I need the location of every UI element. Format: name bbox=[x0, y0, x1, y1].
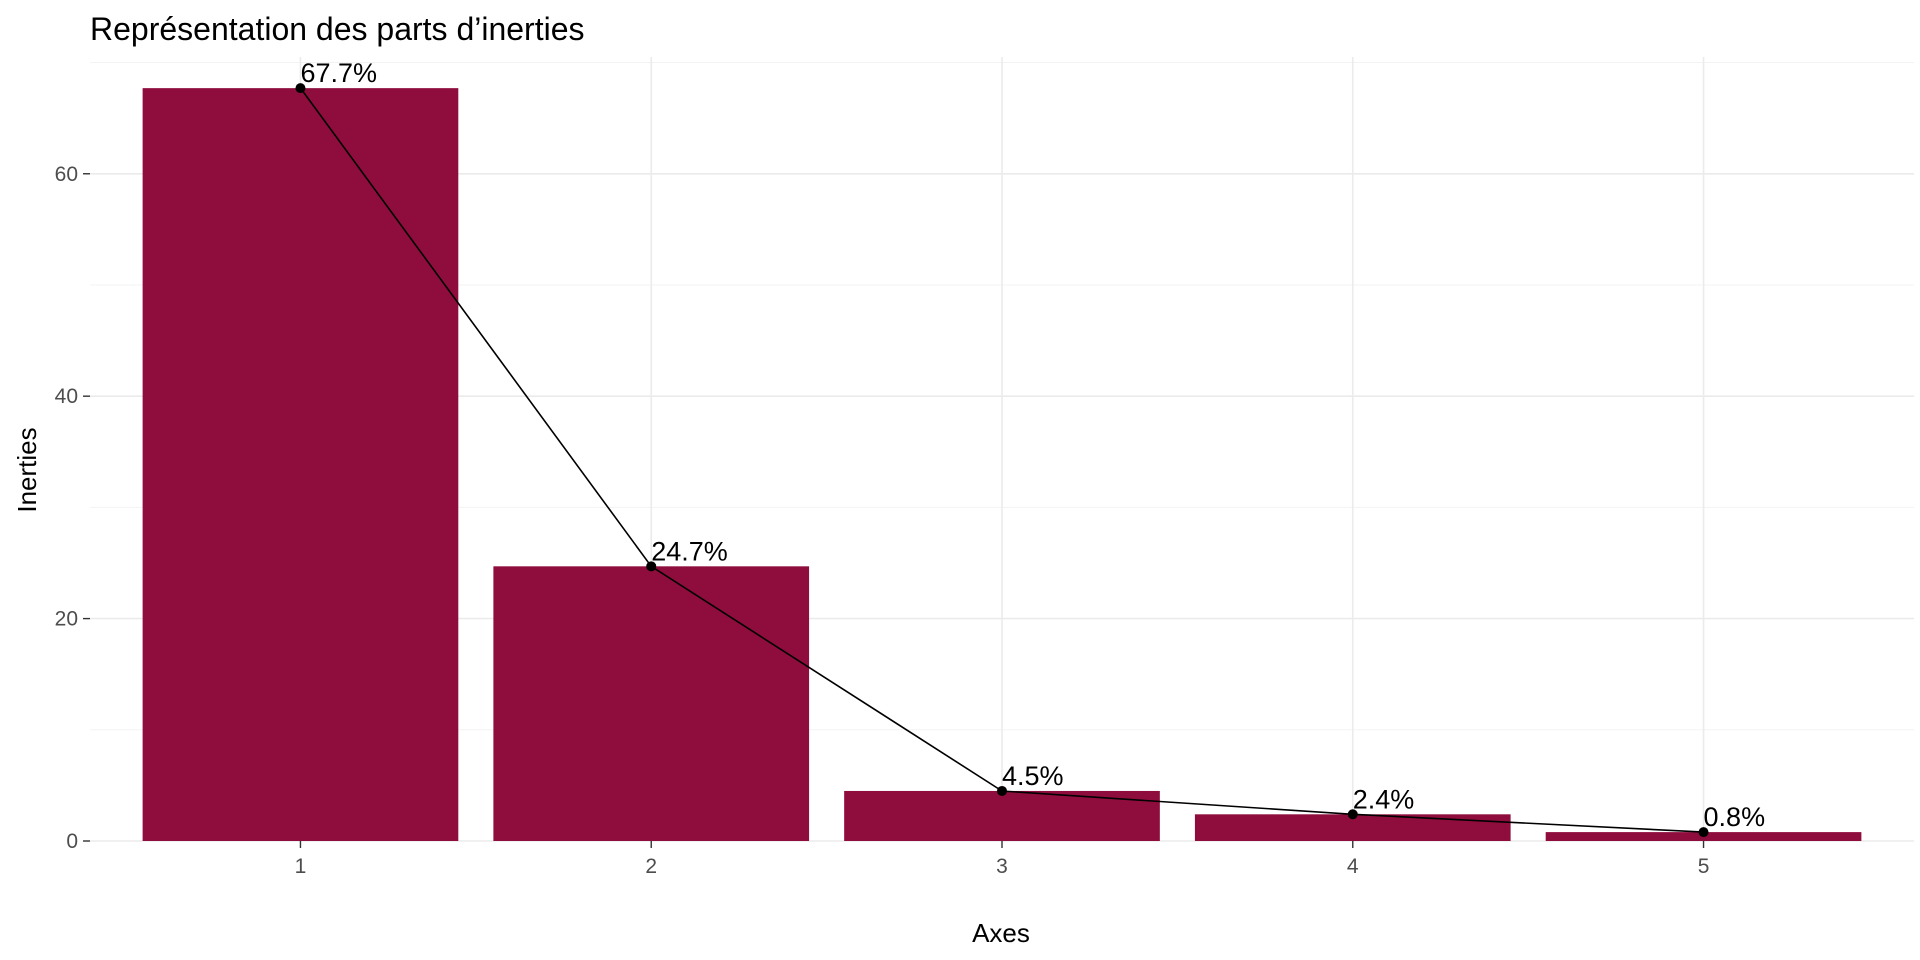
bar bbox=[844, 790, 1160, 841]
y-tick-label: 60 bbox=[55, 163, 78, 186]
x-axis-title: Axes bbox=[972, 918, 1030, 948]
point bbox=[1347, 809, 1358, 820]
bar bbox=[142, 88, 459, 842]
data-label: 24.7% bbox=[651, 536, 728, 566]
data-labels: 67.7% 24.7% 4.5% 2.4% 0.8% bbox=[300, 58, 1765, 832]
y-axis-title: Inerties bbox=[12, 427, 42, 512]
x-tick-label: 1 bbox=[295, 855, 307, 878]
y-tick-label: 40 bbox=[55, 385, 78, 408]
x-tick-label: 2 bbox=[645, 855, 657, 878]
y-tick-label: 20 bbox=[55, 608, 78, 631]
bars bbox=[142, 88, 1862, 842]
point bbox=[646, 561, 657, 572]
data-label: 2.4% bbox=[1353, 784, 1415, 814]
y-tick-label: 0 bbox=[66, 830, 78, 853]
x-tick-label: 5 bbox=[1698, 855, 1710, 878]
bar bbox=[493, 566, 810, 841]
data-label: 67.7% bbox=[300, 58, 377, 88]
data-label: 0.8% bbox=[1704, 802, 1766, 832]
point bbox=[997, 785, 1007, 796]
chart-title: Représentation des parts d’inerties bbox=[90, 11, 585, 47]
x-tick-label: 3 bbox=[996, 855, 1008, 878]
x-axis: 1 2 3 4 5 bbox=[295, 841, 1710, 878]
points bbox=[295, 83, 1709, 838]
point bbox=[295, 83, 306, 94]
data-label: 4.5% bbox=[1002, 761, 1064, 791]
point bbox=[1698, 827, 1709, 838]
x-tick-label: 4 bbox=[1347, 855, 1359, 878]
y-axis: 0 20 40 60 bbox=[55, 163, 90, 853]
